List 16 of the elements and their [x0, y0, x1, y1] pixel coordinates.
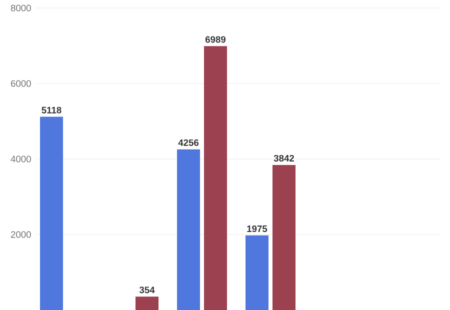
bar: [136, 296, 159, 310]
bar: [272, 164, 296, 310]
bar: [204, 46, 228, 310]
y-tick-label: 4000: [10, 156, 31, 162]
y-tick-label: 8000: [10, 4, 31, 12]
data-label: 1975: [247, 225, 268, 232]
y-tick-label: 2000: [10, 231, 31, 238]
data-label: 4256: [178, 139, 199, 146]
bar: [246, 235, 268, 310]
data-label: 354: [139, 286, 155, 294]
bar: [40, 116, 64, 310]
bar: [177, 149, 200, 310]
data-label: 3842: [274, 154, 294, 162]
data-label: 6989: [205, 36, 226, 43]
data-label: 5118: [42, 106, 62, 114]
y-tick-label: 6000: [11, 80, 31, 87]
